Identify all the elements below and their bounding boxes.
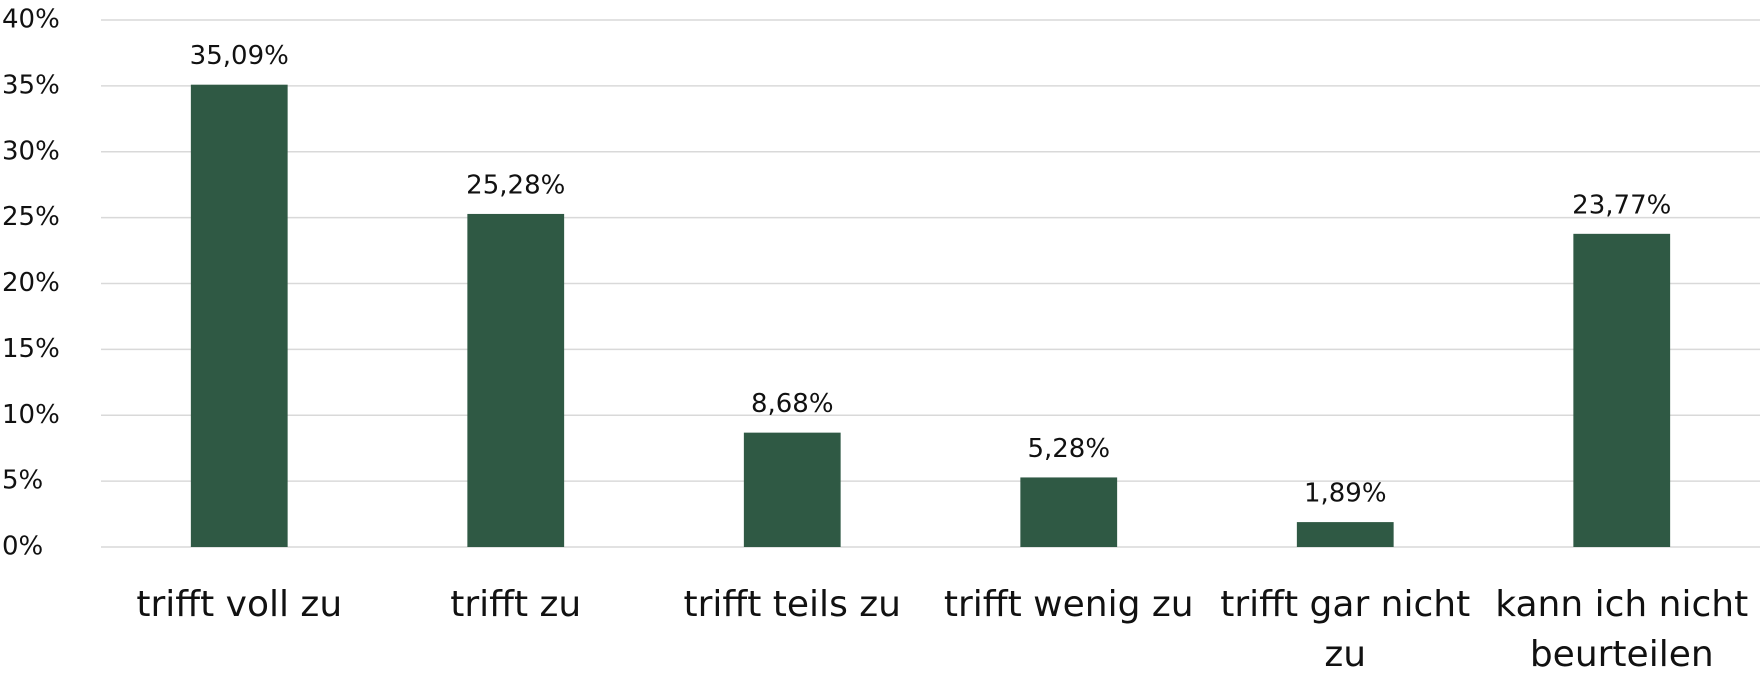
bar: [1296, 522, 1394, 547]
bar: [1020, 477, 1118, 547]
y-tick-label: 35%: [2, 70, 60, 100]
y-tick-label: 15%: [2, 334, 60, 364]
data-label: 25,28%: [466, 170, 565, 200]
bar: [743, 432, 841, 547]
bar: [190, 84, 288, 548]
y-tick-label: 25%: [2, 202, 60, 232]
y-tick-label: 40%: [2, 5, 60, 35]
y-tick-label: 10%: [2, 400, 60, 430]
y-tick-label: 5%: [2, 466, 43, 496]
x-tick-label: trifft voll zu: [136, 584, 343, 625]
data-label: 5,28%: [1027, 434, 1110, 464]
bar: [1573, 233, 1671, 547]
x-tick-label: trifft gar nicht zu: [1220, 584, 1471, 675]
x-tick-label: trifft wenig zu: [943, 584, 1194, 625]
data-label: 35,09%: [190, 41, 289, 71]
data-label: 1,89%: [1304, 479, 1387, 509]
bar: [467, 213, 565, 547]
x-tick-label: trifft teils zu: [683, 584, 901, 625]
data-label: 8,68%: [751, 389, 834, 419]
x-tick-label: kann ich nicht beurteilen: [1495, 584, 1749, 675]
data-label: 23,77%: [1572, 190, 1671, 220]
y-tick-label: 0%: [2, 532, 43, 562]
y-tick-label: 30%: [2, 136, 60, 166]
y-tick-label: 20%: [2, 268, 60, 298]
x-tick-label: trifft zu: [450, 584, 582, 625]
